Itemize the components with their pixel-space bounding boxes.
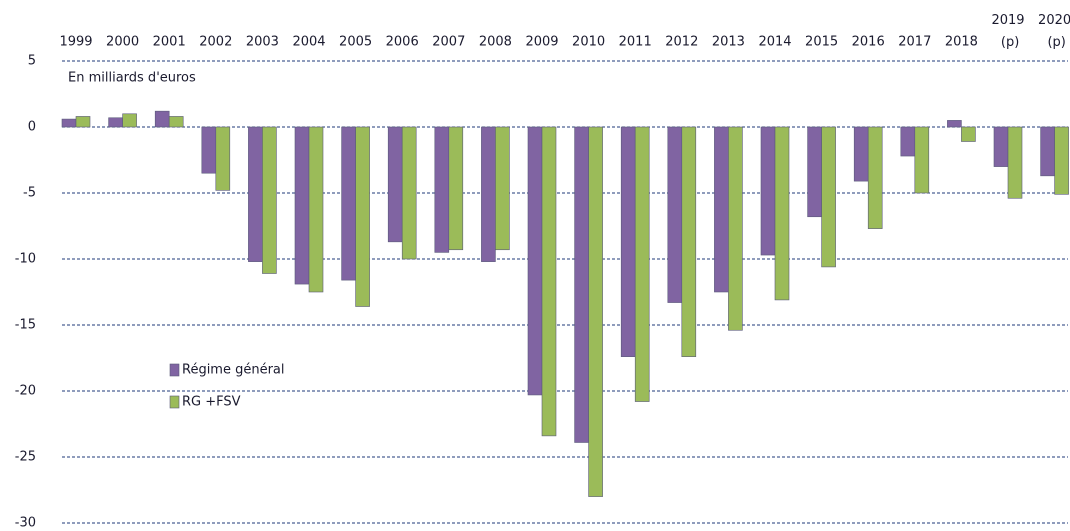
bar [667,126,683,303]
x-tick-label: 2015 [805,35,838,50]
y-tick-label: -25 [15,450,36,465]
bar [154,110,170,128]
x-tick-label: 2020 (p) [1038,13,1070,50]
bar [774,126,790,301]
bar [541,126,557,437]
bar [1007,126,1023,199]
bar [481,126,496,262]
bar [75,116,91,128]
x-tick-label: 2008 [479,35,512,50]
bar [853,126,869,182]
bar [728,126,743,331]
bar [355,126,370,307]
bar [61,118,77,128]
bar [448,126,464,251]
legend-swatch [169,395,180,409]
x-tick-label: 2017 [898,35,931,50]
x-tick-label: 2013 [712,35,745,50]
y-tick-label: 5 [28,54,36,69]
bar [387,126,403,243]
bar [620,126,636,357]
x-tick-label: 2014 [758,35,791,50]
x-tick-label: 1999 [59,35,92,50]
bar [248,126,263,262]
bar [527,126,543,396]
chart-subtitle: En milliards d'euros [68,71,196,86]
x-tick-label: 2000 [106,35,139,50]
x-tick-label: 2007 [432,35,465,50]
bar [993,126,1009,167]
legend-label: Régime général [182,363,285,378]
y-tick-label: -10 [15,252,36,267]
x-tick-label: 2005 [339,35,372,50]
bar [947,120,962,128]
bar [574,126,589,443]
bar [914,126,930,194]
x-tick-label: 2002 [199,35,232,50]
bar [434,126,450,253]
bar [821,126,836,268]
bar [1054,126,1069,195]
bar [900,126,916,157]
bar [341,126,356,281]
legend-swatch [169,363,180,377]
bar [262,126,277,274]
y-tick-label: -15 [15,318,36,333]
x-tick-label: 2016 [852,35,885,50]
bar [294,126,310,285]
bar [634,126,650,402]
bar [807,126,822,218]
x-tick-label: 2006 [386,35,419,50]
x-tick-label: 2004 [292,35,325,50]
y-tick-label: -20 [15,384,36,399]
bar [714,126,729,293]
y-tick-label: -30 [15,516,36,531]
x-tick-label: 2001 [153,35,186,50]
x-tick-label: 2012 [665,35,698,50]
bar [1040,126,1055,177]
bar [108,117,123,128]
x-tick-label: 2003 [246,35,279,50]
legend-label: RG +FSV [182,395,241,410]
bar [495,126,510,251]
bar [308,126,324,293]
bar [681,126,697,357]
y-tick-label: -5 [23,186,36,201]
x-tick-label: 2009 [525,35,558,50]
bar [760,126,776,256]
x-tick-label: 2019 (p) [991,13,1024,50]
x-tick-label: 2011 [619,35,652,50]
bar [215,126,231,191]
bar [168,116,184,128]
bar [961,126,976,142]
bar [201,126,217,174]
bar [122,113,137,128]
bar [401,126,417,260]
x-tick-label: 2018 [945,35,978,50]
bar [588,126,603,497]
y-tick-label: 0 [28,120,36,135]
x-tick-label: 2010 [572,35,605,50]
bar [867,126,883,229]
